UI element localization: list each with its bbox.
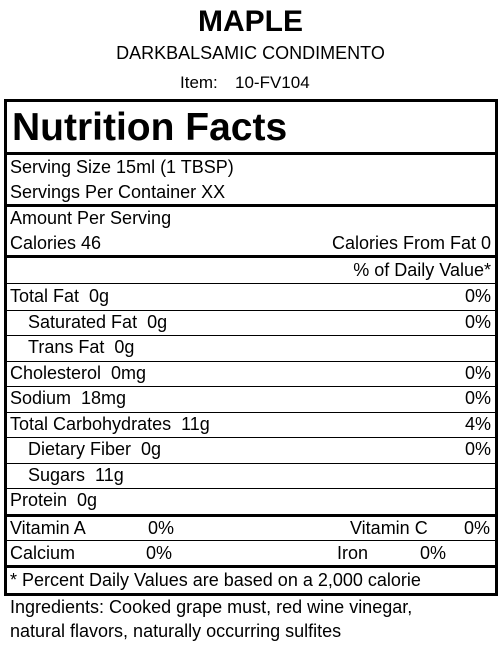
nutrient-dv: 0% <box>464 362 491 383</box>
ingredients-line: natural flavors, naturally occurring sul… <box>10 621 342 641</box>
nutrient-name: Sodium <box>10 388 72 408</box>
nutrient-name: Cholesterol <box>10 362 102 383</box>
dv-header: % of Daily Value* <box>353 260 491 280</box>
vitamin-dv: 0% <box>419 542 446 563</box>
nutrient-dv: 0% <box>464 439 491 459</box>
nutrient-amount: 18mg <box>81 388 127 408</box>
nutrient-name: Sugars <box>28 464 86 485</box>
product-subtitle: DARKBALSAMIC CONDIMENTO <box>116 43 385 63</box>
nutrient-amount: 0g <box>147 311 168 332</box>
vitamin-dv: 0% <box>148 517 175 538</box>
nutrient-name: Total Carbohydrates <box>10 413 172 434</box>
servings: Servings Per Container XX <box>10 182 226 202</box>
rule <box>5 412 497 413</box>
nutrient-amount: 0g <box>114 337 135 357</box>
nutrient-name: Total Fat <box>10 286 80 306</box>
footnote: * Percent Daily Values are based on a 2,… <box>10 569 421 590</box>
nutrient-name: Protein <box>10 490 68 510</box>
rule <box>5 152 497 155</box>
rule <box>5 361 497 362</box>
rule <box>5 463 497 464</box>
nutrient-dv: 4% <box>464 413 491 434</box>
amount-per-serving: Amount Per Serving <box>10 208 172 228</box>
vitamin-dv: 0% <box>463 517 490 538</box>
vitamin-name: Vitamin A <box>10 517 86 538</box>
vitamin-name: Vitamin C <box>350 517 428 538</box>
label-box <box>4 99 498 596</box>
nutrient-dv: 0% <box>464 311 491 332</box>
calories-from-fat: Calories From Fat 0 <box>331 233 491 253</box>
nutrient-amount: 11g <box>95 464 124 485</box>
rule <box>5 386 497 387</box>
item-label: Item: <box>180 73 218 92</box>
nutrient-dv: 0% <box>464 388 491 408</box>
rule <box>5 204 497 207</box>
rule <box>5 335 497 336</box>
rule <box>5 488 497 489</box>
nutrient-name: Dietary Fiber <box>28 439 132 459</box>
nutrient-dv: 0% <box>464 286 491 306</box>
calories: Calories 46 <box>10 233 102 253</box>
ingredients-line: Ingredients: Cooked grape must, red wine… <box>10 597 413 617</box>
item-code: 10-FV104 <box>235 73 310 92</box>
nutrient-amount: 0g <box>77 490 98 510</box>
nutrient-amount: 0mg <box>111 362 147 383</box>
product-title: MAPLE <box>198 5 303 38</box>
rule <box>5 437 497 438</box>
nutrient-amount: 11g <box>181 413 210 434</box>
label-title: Nutrition Facts <box>12 106 288 149</box>
nutrient-name: Trans Fat <box>28 337 105 357</box>
vitamin-dv: 0% <box>146 542 173 563</box>
nutrient-amount: 0g <box>89 286 110 306</box>
serving-size: Serving Size 15ml (1 TBSP) <box>10 157 234 177</box>
nutrient-name: Saturated Fat <box>28 311 138 332</box>
rule <box>5 564 497 568</box>
nutrient-amount: 0g <box>141 439 162 459</box>
vitamin-name: Iron <box>337 542 369 563</box>
rule <box>5 255 497 258</box>
rule <box>5 539 497 541</box>
rule <box>5 310 497 311</box>
rule <box>5 514 497 517</box>
vitamin-name: Calcium <box>10 542 76 563</box>
rule <box>5 283 497 284</box>
